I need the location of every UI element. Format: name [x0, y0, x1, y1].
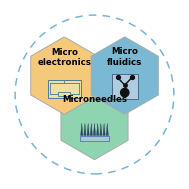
Text: Microneedles: Microneedles — [62, 95, 127, 104]
Polygon shape — [31, 37, 98, 114]
Polygon shape — [103, 123, 105, 136]
Text: Micro
electronics: Micro electronics — [37, 48, 91, 67]
Polygon shape — [97, 123, 99, 136]
Polygon shape — [91, 37, 158, 114]
Circle shape — [121, 88, 129, 97]
Polygon shape — [106, 123, 108, 136]
Polygon shape — [84, 123, 86, 136]
Bar — [48, 80, 81, 98]
Polygon shape — [81, 123, 83, 136]
Polygon shape — [100, 123, 102, 136]
Bar — [58, 92, 70, 96]
Bar — [112, 74, 138, 99]
Polygon shape — [90, 123, 92, 136]
Polygon shape — [87, 123, 89, 136]
Bar — [80, 136, 109, 141]
Polygon shape — [93, 123, 96, 136]
Polygon shape — [61, 82, 128, 160]
Text: Micro
fluidics: Micro fluidics — [107, 47, 142, 67]
